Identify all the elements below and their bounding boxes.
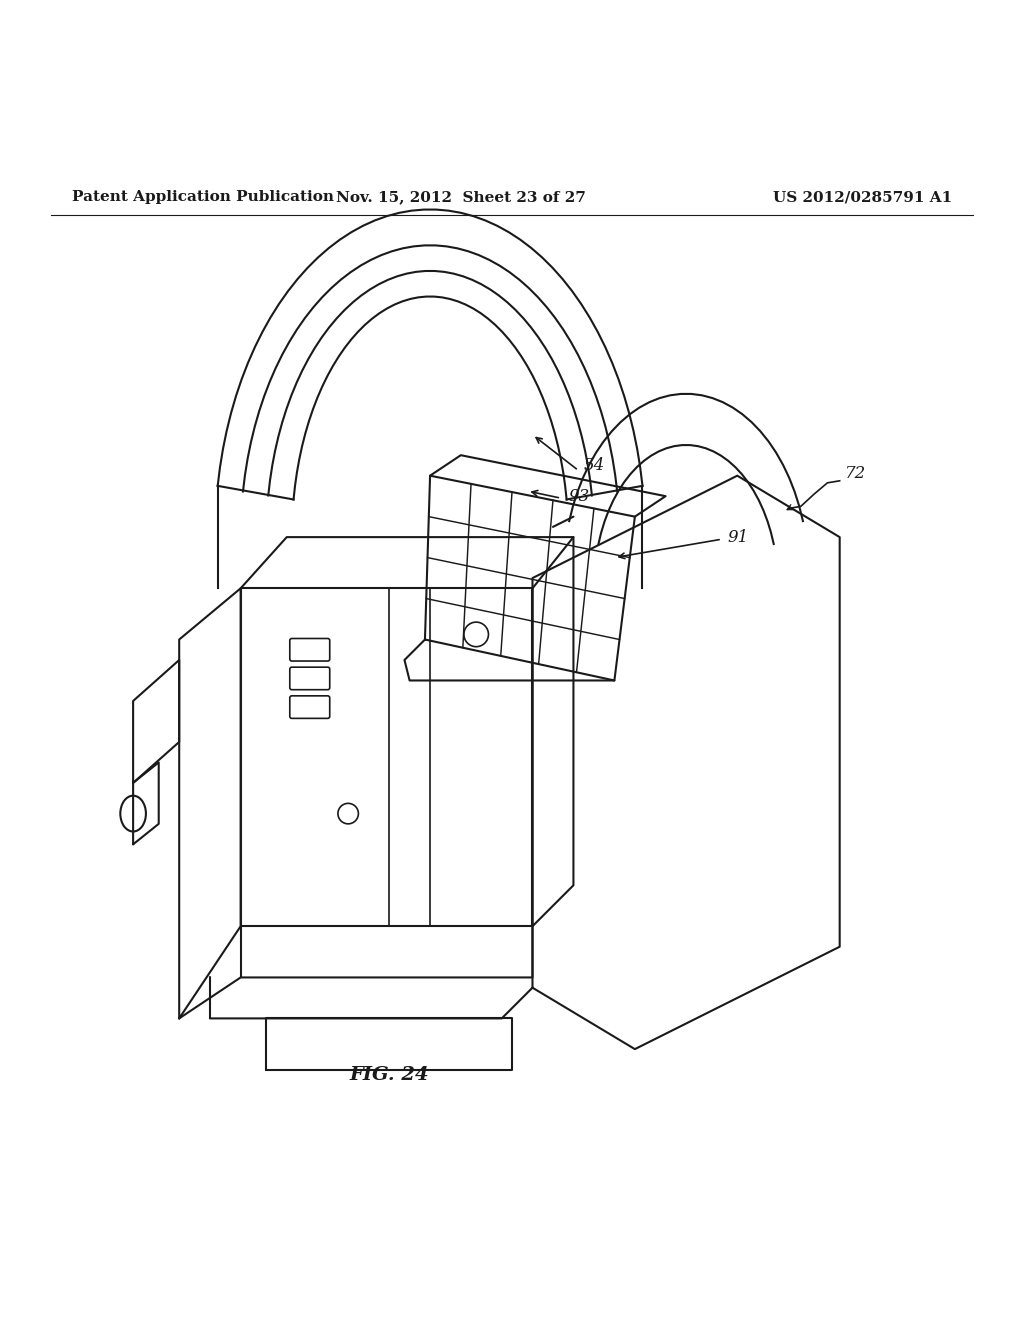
- Text: 93: 93: [568, 487, 590, 504]
- Text: 91: 91: [727, 528, 749, 545]
- Text: Nov. 15, 2012  Sheet 23 of 27: Nov. 15, 2012 Sheet 23 of 27: [336, 190, 586, 205]
- Text: US 2012/0285791 A1: US 2012/0285791 A1: [773, 190, 952, 205]
- Text: 54: 54: [584, 457, 605, 474]
- Text: FIG. 24: FIG. 24: [349, 1065, 429, 1084]
- Text: 72: 72: [845, 465, 866, 482]
- Text: Patent Application Publication: Patent Application Publication: [72, 190, 334, 205]
